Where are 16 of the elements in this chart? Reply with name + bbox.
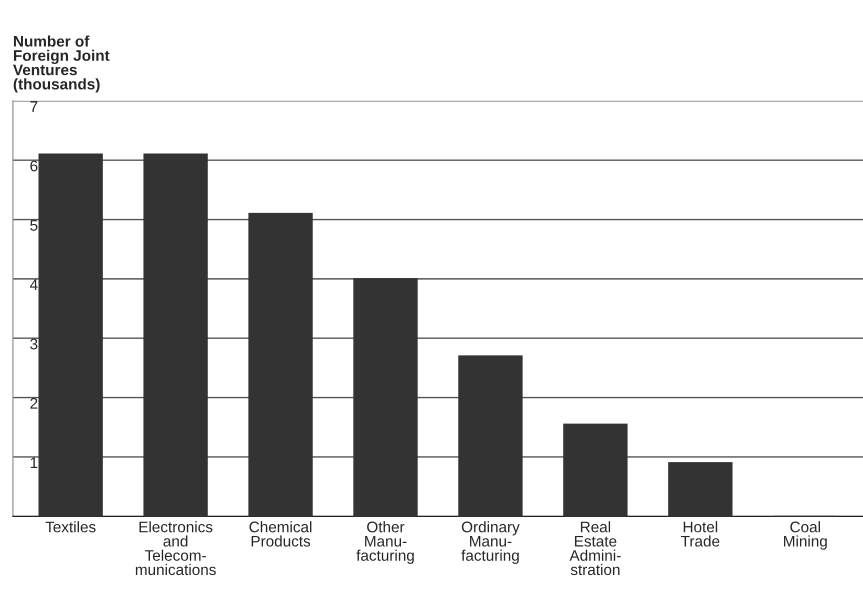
y-axis-title: Number of Foreign Joint Ventures (thousands) xyxy=(13,35,110,93)
x-tick-label: Hotel Trade xyxy=(681,521,720,547)
x-tick-label: Coal Mining xyxy=(784,521,827,550)
y-tick-label: 5 xyxy=(30,220,38,231)
y-tick-label: 4 xyxy=(30,279,38,290)
x-tick-label: Ordinary Manu- facturing xyxy=(461,521,520,564)
y-tick-label: 6 xyxy=(30,160,38,172)
x-tick-label: Other Manu- facturing xyxy=(356,521,414,564)
x-tick-label: Electronics and Telecom- munications xyxy=(136,521,216,576)
y-tick-label: 1 xyxy=(30,458,38,468)
y-tick-label: 3 xyxy=(30,338,38,350)
x-tick-label: Real Estate Admini- stration xyxy=(570,521,621,576)
x-tick-label: Chemical Products xyxy=(249,521,312,547)
y-tick-label: 7 xyxy=(30,101,38,112)
x-tick-label: Textiles xyxy=(46,521,96,532)
y-tick-label: 2 xyxy=(30,398,38,409)
